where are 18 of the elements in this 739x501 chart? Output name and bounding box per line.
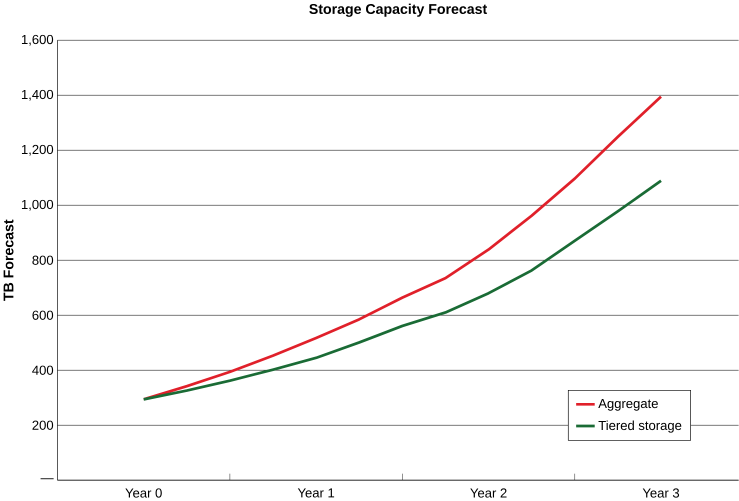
legend-label: Aggregate <box>598 398 658 411</box>
x-tick-label: Year 0 <box>125 488 162 498</box>
y-tick-label: 800 <box>32 255 54 265</box>
y-tick-label: 600 <box>32 310 54 320</box>
chart-title: Storage Capacity Forecast <box>309 3 488 17</box>
line-series <box>142 179 662 401</box>
y-axis-title: TB Forecast <box>4 219 14 301</box>
x-tick-label: Year 2 <box>470 488 507 498</box>
y-tick-label: 200 <box>32 420 54 430</box>
x-tick-label: Year 1 <box>298 488 334 498</box>
y-tick-label: 1,200 <box>22 144 54 156</box>
y-tick-label: — <box>40 478 54 480</box>
legend-label: Tiered storage <box>598 420 682 433</box>
y-tick-label: 1,600 <box>22 34 54 46</box>
y-tick-label: 400 <box>32 365 54 375</box>
y-tick-label: 1,000 <box>22 200 54 211</box>
y-tick-label: 1,400 <box>22 90 54 101</box>
x-tick-label: Year 3 <box>642 488 680 498</box>
